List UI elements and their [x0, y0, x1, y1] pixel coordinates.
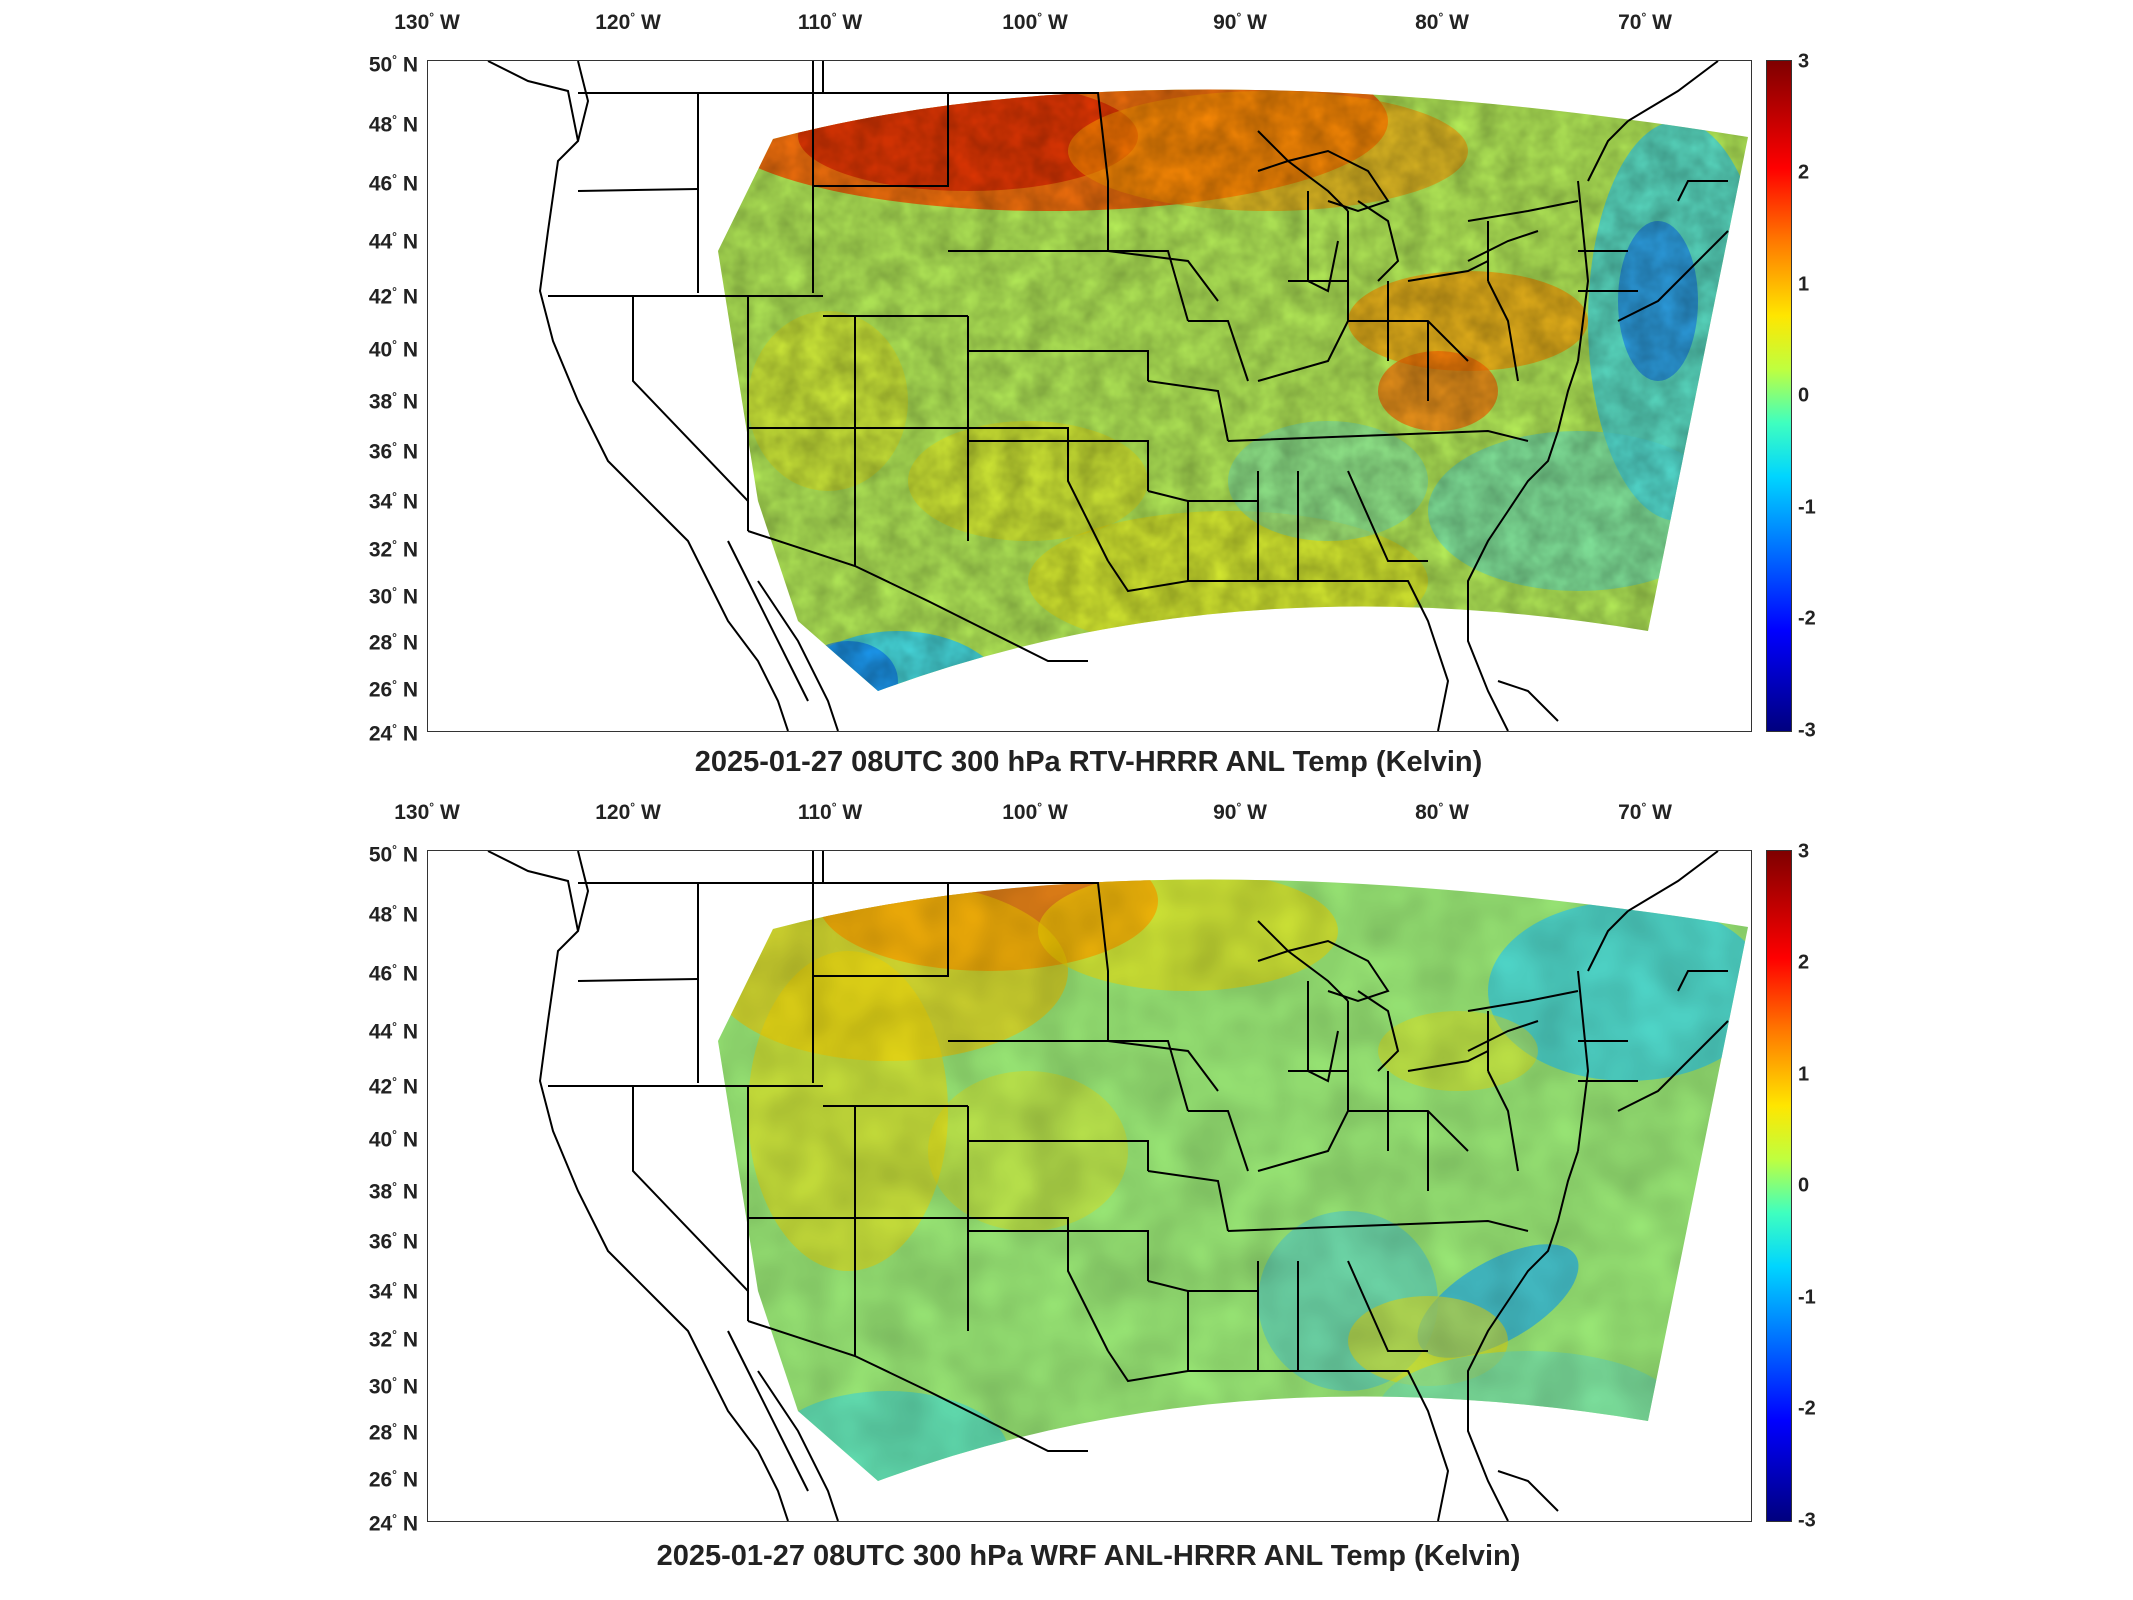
colorbar — [1766, 850, 1792, 1522]
state-boundaries — [487, 61, 1729, 731]
colorbar — [1766, 60, 1792, 732]
lat-label: 24° N — [368, 1511, 418, 1536]
panel-wrf-hrrr: 130° W 120° W 110° W 100° W 90° W 80° W … — [0, 790, 2133, 1590]
lon-label: 120° W — [595, 800, 661, 824]
lat-label: 38° N — [368, 1179, 418, 1204]
lat-label: 48° N — [368, 112, 418, 137]
lat-label: 24° N — [368, 721, 418, 746]
panel-title: 2025-01-27 08UTC 300 hPa WRF ANL-HRRR AN… — [656, 1540, 1521, 1572]
lat-label: 42° N — [368, 284, 418, 309]
lat-label: 40° N — [368, 337, 418, 362]
panel-title: 2025-01-27 08UTC 300 hPa RTV-HRRR ANL Te… — [694, 746, 1483, 778]
temperature-field — [718, 879, 1748, 1481]
colorbar-tick: 3 — [1798, 50, 1810, 73]
lat-label: 26° N — [368, 1467, 418, 1492]
lat-label: 36° N — [368, 1229, 418, 1254]
lat-label: 44° N — [368, 1019, 418, 1044]
colorbar-tick: -1 — [1798, 496, 1816, 519]
lon-label: 110° W — [797, 10, 863, 34]
lon-label: 110° W — [797, 800, 863, 824]
lon-label: 80° W — [1415, 800, 1469, 824]
lat-label: 34° N — [368, 489, 418, 514]
lat-label: 46° N — [368, 171, 418, 196]
colorbar-tick: 3 — [1798, 840, 1810, 863]
lat-label: 28° N — [368, 1420, 418, 1445]
lat-label: 50° N — [368, 52, 418, 77]
lat-label: 50° N — [368, 842, 418, 867]
colorbar-tick: -2 — [1798, 1397, 1816, 1420]
colorbar-tick: 0 — [1798, 384, 1810, 407]
lat-label: 38° N — [368, 389, 418, 414]
lon-label: 100° W — [1002, 10, 1068, 34]
colorbar-tick: -2 — [1798, 607, 1816, 630]
colorbar-tick: -1 — [1798, 1286, 1816, 1309]
lon-label: 80° W — [1415, 10, 1469, 34]
map-plot-area — [427, 850, 1752, 1522]
colorbar-tick: 0 — [1798, 1174, 1810, 1197]
lon-label: 90° W — [1213, 10, 1267, 34]
lat-label: 48° N — [368, 902, 418, 927]
lat-label: 42° N — [368, 1074, 418, 1099]
colorbar-tick: -3 — [1798, 719, 1816, 742]
colorbar-tick: 1 — [1798, 1063, 1810, 1086]
temperature-field — [718, 89, 1748, 691]
lon-label: 130° W — [394, 10, 460, 34]
lat-label: 46° N — [368, 961, 418, 986]
lon-label: 120° W — [595, 10, 661, 34]
lat-label: 34° N — [368, 1279, 418, 1304]
lat-label: 30° N — [368, 584, 418, 609]
map-plot-area — [427, 60, 1752, 732]
lat-label: 30° N — [368, 1374, 418, 1399]
lon-label: 70° W — [1618, 800, 1672, 824]
lat-label: 32° N — [368, 537, 418, 562]
lat-label: 36° N — [368, 439, 418, 464]
colorbar-tick: 2 — [1798, 951, 1810, 974]
lon-label: 100° W — [1002, 800, 1068, 824]
temperature-map — [487, 61, 1748, 731]
colorbar-tick: -3 — [1798, 1509, 1816, 1532]
lat-label: 28° N — [368, 630, 418, 655]
colorbar-tick: 1 — [1798, 273, 1810, 296]
lat-label: 44° N — [368, 229, 418, 254]
lon-label: 130° W — [394, 800, 460, 824]
temperature-map — [487, 851, 1748, 1521]
lat-label: 26° N — [368, 677, 418, 702]
lat-label: 40° N — [368, 1127, 418, 1152]
lon-label: 90° W — [1213, 800, 1267, 824]
panel-rtv-hrrr: 130° W 120° W 110° W 100° W 90° W 80° W … — [0, 0, 2133, 790]
lon-label: 70° W — [1618, 10, 1672, 34]
state-boundaries — [487, 851, 1729, 1521]
lat-label: 32° N — [368, 1327, 418, 1352]
colorbar-tick: 2 — [1798, 161, 1810, 184]
